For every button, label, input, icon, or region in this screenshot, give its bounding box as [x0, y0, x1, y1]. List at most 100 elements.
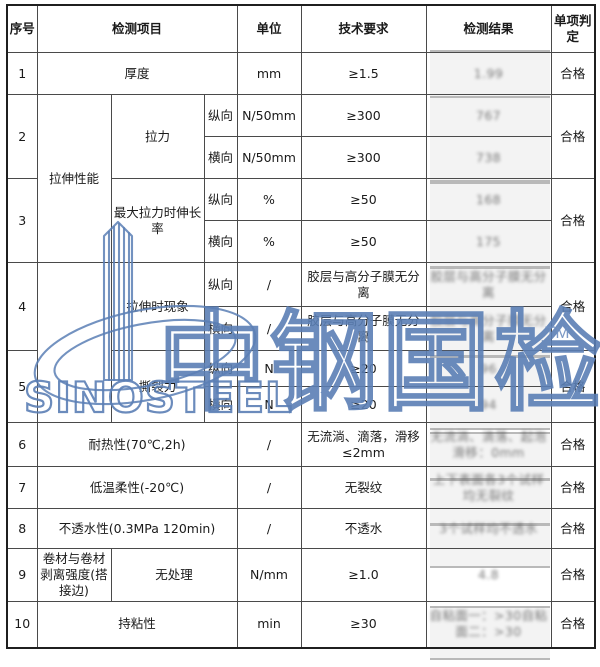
cell-no: 5 — [6, 350, 38, 423]
cell-no: 1 — [6, 52, 38, 95]
redacted-result: 4.8 — [477, 567, 500, 582]
cell-result: 胶层与高分子膜无分离 — [425, 306, 552, 351]
cell-requirement: 不透水 — [300, 508, 427, 549]
table-header-row: 序号 检测项目 单位 技术要求 检测结果 单项判定 — [6, 4, 596, 53]
cell-unit: min — [236, 601, 302, 648]
header-result: 检测结果 — [425, 4, 552, 53]
cell-unit: N/50mm — [236, 94, 302, 137]
cell-requirement: ≥300 — [300, 94, 427, 137]
cell-unit: / — [236, 422, 302, 467]
header-item: 检测项目 — [36, 4, 238, 53]
cell-direction: 纵向 — [203, 350, 238, 387]
cell-result: 738 — [425, 136, 552, 179]
cell-direction: 横向 — [203, 306, 238, 351]
cell-unit: N/50mm — [236, 136, 302, 179]
cell-result: 168 — [425, 178, 552, 221]
cell-requirement: ≥20 — [300, 386, 427, 423]
cell-unit: / — [236, 466, 302, 509]
cell-item: 不透水性(0.3MPa 120min) — [36, 508, 238, 549]
cell-unit: / — [236, 262, 302, 307]
cell-direction: 横向 — [203, 386, 238, 423]
redacted-result: 自粘面一：>30自粘面二：>30 — [429, 608, 548, 640]
cell-result: 上下表面各3个试样均无裂纹 — [425, 466, 552, 509]
cell-requirement: 无裂纹 — [300, 466, 427, 509]
redacted-result: 168 — [475, 191, 502, 207]
cell-item: 低温柔性(-20℃) — [36, 466, 238, 509]
cell-verdict: 合格 — [550, 601, 596, 648]
cell-direction: 纵向 — [203, 262, 238, 307]
cell-no: 7 — [6, 466, 38, 509]
redacted-result: 胶层与高分子膜无分离 — [430, 268, 547, 300]
header-no: 序号 — [6, 4, 38, 53]
cell-direction: 横向 — [203, 136, 238, 179]
cell-result: 1.99 — [425, 52, 552, 95]
cell-requirement: ≥50 — [300, 220, 427, 263]
cell-unit: % — [236, 220, 302, 263]
cell-unit: % — [236, 178, 302, 221]
cell-result: 3个试样均不透水 — [425, 508, 552, 549]
cell-direction: 纵向 — [203, 94, 238, 137]
redacted-result: 175 — [475, 233, 502, 249]
cell-no: 8 — [6, 508, 38, 549]
cell-requirement: ≥300 — [300, 136, 427, 179]
cell-result: 175 — [425, 220, 552, 263]
cell-no: 9 — [6, 548, 38, 602]
table-row: 9 卷材与卷材剥离强度(搭接边) 无处理 N/mm ≥1.0 4.8 合格 — [6, 548, 596, 602]
cell-verdict: 合格 — [550, 508, 596, 549]
cell-no: 2 — [6, 94, 38, 179]
cell-requirement: ≥1.5 — [300, 52, 427, 95]
table-row: 2 拉伸性能 拉力 纵向 N/50mm ≥300 767 合格 — [6, 94, 596, 263]
cell-item-tensile: 拉伸性能 — [36, 94, 112, 263]
cell-no: 6 — [6, 422, 38, 467]
cell-unit: / — [236, 508, 302, 549]
cell-no: 3 — [6, 178, 38, 263]
table-row: 8 不透水性(0.3MPa 120min) / 不透水 3个试样均不透水 合格 — [6, 508, 596, 549]
table-body: 1 厚度 mm ≥1.5 1.99 合格 2 拉伸性能 拉力 纵向 N/50mm… — [6, 52, 596, 648]
redacted-result: 3个试样均不透水 — [439, 520, 538, 536]
table-row: 1 厚度 mm ≥1.5 1.99 合格 — [6, 52, 596, 95]
cell-subitem: 拉伸时现象 — [110, 262, 205, 351]
header-verdict: 单项判定 — [550, 4, 596, 53]
redacted-result: 767 — [475, 107, 502, 123]
cell-item: 持粘性 — [36, 601, 238, 648]
redacted-result: 上下表面各3个试样均无裂纹 — [432, 471, 545, 503]
cell-unit: N — [236, 386, 302, 423]
cell-verdict: 合格 — [550, 262, 596, 351]
cell-item: 卷材与卷材剥离强度(搭接边) — [36, 548, 112, 602]
cell-verdict: 合格 — [550, 94, 596, 179]
cell-result: 94 — [425, 386, 552, 423]
cell-result: 4.8 — [425, 548, 552, 602]
cell-item: 耐热性(70℃,2h) — [36, 422, 238, 467]
redacted-result: 738 — [475, 149, 502, 165]
redacted-result: 胶层与高分子膜无分离 — [430, 312, 547, 344]
cell-requirement: 胶层与高分子膜无分离 — [300, 262, 427, 307]
cell-no: 10 — [6, 601, 38, 648]
cell-requirement: ≥20 — [300, 350, 427, 387]
cell-result: 无流淌、滴落、起泡滑移：0mm — [425, 422, 552, 467]
cell-requirement: 胶层与高分子膜无分离 — [300, 306, 427, 351]
cell-verdict: 合格 — [550, 178, 596, 263]
cell-verdict: 合格 — [550, 466, 596, 509]
cell-unit: / — [236, 306, 302, 351]
redacted-result: 94 — [480, 396, 497, 412]
cell-result: 96 — [425, 350, 552, 387]
cell-requirement: ≥30 — [300, 601, 427, 648]
cell-verdict: 合格 — [550, 422, 596, 467]
table-row: 6 耐热性(70℃,2h) / 无流淌、滴落，滑移≤2mm 无流淌、滴落、起泡滑… — [6, 422, 596, 467]
cell-subitem: 撕裂力 — [110, 350, 205, 423]
cell-subitem: 最大拉力时伸长率 — [110, 178, 205, 263]
cell-requirement: ≥50 — [300, 178, 427, 221]
cell-verdict: 合格 — [550, 350, 596, 423]
redacted-result: 96 — [480, 360, 497, 376]
cell-requirement: 无流淌、滴落，滑移≤2mm — [300, 422, 427, 467]
cell-result: 胶层与高分子膜无分离 — [425, 262, 552, 307]
redacted-result: 无流淌、滴落、起泡滑移：0mm — [430, 428, 547, 460]
cell-verdict: 合格 — [550, 548, 596, 602]
table-row: 7 低温柔性(-20℃) / 无裂纹 上下表面各3个试样均无裂纹 合格 — [6, 466, 596, 509]
cell-requirement: ≥1.0 — [300, 548, 427, 602]
cell-subitem: 无处理 — [110, 548, 238, 602]
cell-verdict: 合格 — [550, 52, 596, 95]
cell-direction: 纵向 — [203, 178, 238, 221]
cell-item-blank — [36, 262, 112, 423]
cell-result: 767 — [425, 94, 552, 137]
